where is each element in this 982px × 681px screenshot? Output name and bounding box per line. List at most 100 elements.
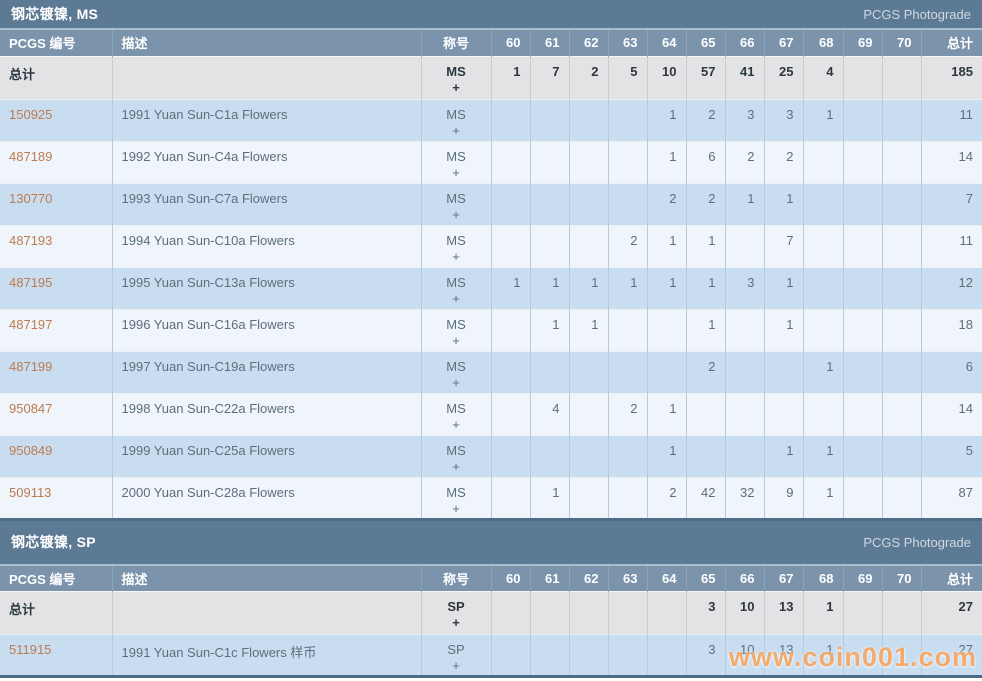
coin-designation: MS + (420, 182, 491, 225)
totals-grade-64-count: 10 (646, 55, 686, 99)
pcgs-number-link[interactable]: 150925 (9, 106, 53, 122)
grade-69-count (842, 392, 882, 435)
grade-63-count: 2 (607, 392, 647, 435)
grade-68-count: 1 (802, 350, 843, 393)
pcgs-number-cell: 150925 (0, 98, 112, 141)
grade-70-count (881, 434, 921, 477)
grade-66-count: 10 (724, 634, 764, 677)
pcgs-number-cell: 487193 (0, 224, 112, 267)
pcgs-number-link[interactable]: 509113 (9, 484, 52, 500)
grade-61-count (529, 98, 569, 141)
grade-65-count: 2 (685, 350, 725, 393)
grade-68-count: 1 (802, 634, 843, 677)
row-total: 12 (920, 266, 982, 309)
grade-62-count: 1 (568, 266, 608, 309)
designation-plus: + (452, 122, 460, 138)
totals-grade-67-count: 25 (763, 55, 803, 99)
pcgs-number-link[interactable]: 511915 (9, 642, 52, 657)
grade-67-count: 9 (763, 476, 803, 519)
designation-text: SP (447, 599, 465, 614)
totals-grade-68-count: 4 (802, 55, 843, 99)
grade-61-count (529, 350, 569, 393)
col-header-grade-60: 60 (490, 30, 530, 56)
coin-description: 1996 Yuan Sun-C16a Flowers (111, 308, 421, 351)
coin-designation: MS + (420, 476, 491, 519)
grade-68-count (802, 140, 843, 183)
row-total: 11 (920, 98, 982, 141)
pcgs-number-link[interactable]: 130770 (9, 190, 53, 206)
coin-description: 1991 Yuan Sun-C1c Flowers 样币 (111, 634, 421, 677)
pcgs-number-link[interactable]: 487189 (9, 148, 53, 164)
row-total: 18 (920, 308, 982, 351)
grade-69-count (842, 476, 882, 519)
coin-description: 1993 Yuan Sun-C7a Flowers (111, 182, 421, 225)
col-header-grade-69: 69 (842, 565, 882, 592)
grade-63-count (607, 350, 647, 393)
totals-designation: MS + (420, 55, 491, 99)
grade-60-count: 1 (490, 266, 530, 309)
pcgs-number-link[interactable]: 487199 (9, 358, 53, 374)
photograde-link[interactable]: PCGS Photograde (863, 534, 971, 550)
pcgs-number-link[interactable]: 950847 (9, 400, 53, 416)
pcgs-number-link[interactable]: 487197 (9, 316, 53, 332)
grade-70-count (881, 266, 921, 309)
designation-plus: + (452, 658, 460, 673)
grade-63-count (607, 98, 647, 141)
totals-grade-60-count (490, 591, 530, 635)
designation-plus: + (452, 164, 460, 180)
designation-text: MS (446, 400, 466, 416)
totals-grade-66-count: 41 (724, 55, 764, 99)
row-total: 6 (920, 350, 982, 393)
grade-69-count (842, 98, 882, 141)
grade-70-count (881, 224, 921, 267)
grade-67-count: 2 (763, 140, 803, 183)
col-header-description: 描述 (111, 30, 421, 56)
coin-row: 150925 1991 Yuan Sun-C1a Flowers MS +1 2 3 3 1 1… (0, 98, 982, 141)
population-table: PCGS 编号 描述 称号 60 61 62 63 64 65 66 67 68 69 70 总计 总计 MS +… (0, 30, 982, 521)
grade-67-count: 3 (763, 98, 803, 141)
pcgs-number-cell: 487197 (0, 308, 112, 351)
grade-60-count (490, 634, 530, 677)
column-header-row: PCGS 编号 描述 称号 60 61 62 63 64 65 66 67 68 69 70 总计 (0, 565, 982, 592)
pcgs-number-link[interactable]: 487193 (9, 232, 53, 248)
grade-67-count: 1 (763, 308, 803, 351)
designation-plus: + (452, 374, 460, 390)
totals-total: 185 (920, 55, 982, 99)
grade-69-count (842, 634, 882, 677)
grade-61-count (529, 634, 569, 677)
totals-grade-67-count: 13 (763, 591, 803, 635)
grade-64-count: 1 (646, 266, 686, 309)
grade-70-count (881, 476, 921, 519)
grade-68-count (802, 308, 843, 351)
coin-description: 2000 Yuan Sun-C28a Flowers (111, 476, 421, 519)
grade-64-count (646, 308, 686, 351)
col-header-grade-62: 62 (568, 565, 608, 592)
pcgs-number-link[interactable]: 950849 (9, 442, 53, 458)
row-total: 5 (920, 434, 982, 477)
coin-designation: MS + (420, 308, 491, 351)
grade-64-count: 1 (646, 434, 686, 477)
column-header-row: PCGS 编号 描述 称号 60 61 62 63 64 65 66 67 68 69 70 总计 (0, 30, 982, 56)
grade-67-count: 1 (763, 182, 803, 225)
photograde-link[interactable]: PCGS Photograde (863, 6, 971, 22)
grade-63-count (607, 634, 647, 677)
pcgs-number-link[interactable]: 487195 (9, 274, 53, 290)
grade-63-count (607, 140, 647, 183)
totals-grade-63-count (607, 591, 647, 635)
pcgs-number-cell: 487189 (0, 140, 112, 183)
grade-70-count (881, 392, 921, 435)
grade-63-count (607, 434, 647, 477)
totals-grade-61-count: 7 (529, 55, 569, 99)
totals-grade-64-count (646, 591, 686, 635)
totals-grade-61-count (529, 591, 569, 635)
row-total: 14 (920, 140, 982, 183)
coin-designation: MS + (420, 140, 491, 183)
grade-66-count (724, 392, 764, 435)
coin-designation: MS + (420, 434, 491, 477)
coin-description: 1994 Yuan Sun-C10a Flowers (111, 224, 421, 267)
grade-65-count: 1 (685, 266, 725, 309)
totals-grade-65-count: 57 (685, 55, 725, 99)
grade-62-count (568, 140, 608, 183)
grade-61-count (529, 224, 569, 267)
